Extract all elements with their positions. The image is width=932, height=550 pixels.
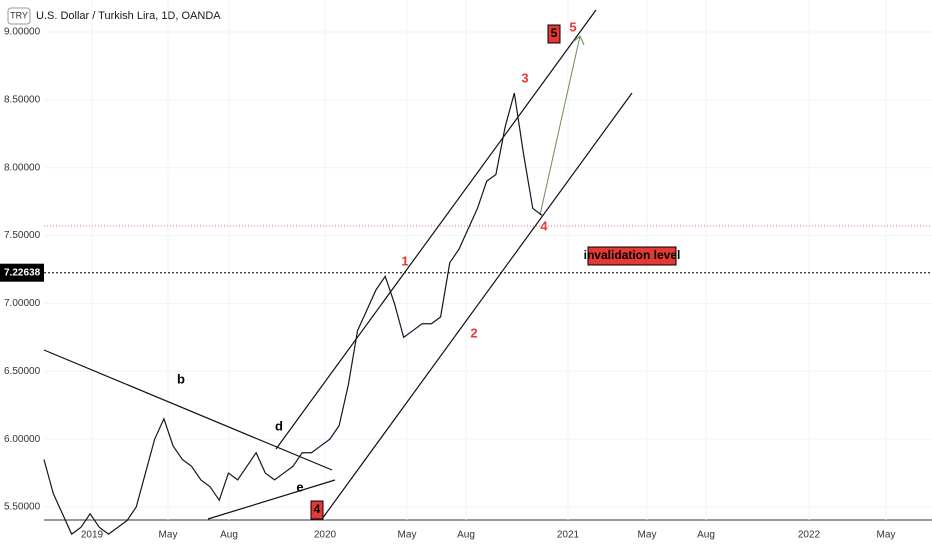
projection-arrow bbox=[539, 35, 585, 216]
annotation-box bbox=[587, 246, 677, 266]
symbol-badge bbox=[7, 7, 31, 25]
x-tick-label: Aug bbox=[457, 530, 475, 541]
last-price-label: 7.22638 bbox=[4, 267, 41, 278]
annotation: 4 bbox=[314, 502, 321, 516]
y-tick-label: 7.50000 bbox=[4, 230, 41, 241]
x-tick-label: Aug bbox=[697, 530, 715, 541]
x-tick-label: Aug bbox=[220, 530, 238, 541]
annotation: 5 bbox=[569, 19, 576, 34]
y-tick-label: 7.00000 bbox=[4, 298, 41, 309]
annotation: 2 bbox=[470, 325, 477, 340]
x-tick-label: 2022 bbox=[798, 530, 821, 541]
x-tick-label: May bbox=[638, 530, 657, 541]
price-line bbox=[43, 92, 543, 536]
chart-title: U.S. Dollar / Turkish Lira, 1D, OANDA bbox=[36, 10, 221, 22]
x-tick-label: 2019 bbox=[81, 530, 104, 541]
last-price-box bbox=[0, 263, 44, 282]
annotation: 4 bbox=[540, 218, 548, 233]
annotation: 5 bbox=[551, 26, 558, 40]
y-tick-label: 6.00000 bbox=[4, 434, 41, 445]
trend-line bbox=[275, 9, 597, 450]
annotation: 3 bbox=[521, 70, 528, 85]
y-tick-label: 5.50000 bbox=[4, 502, 41, 513]
annotation-box bbox=[310, 500, 324, 520]
annotation: b bbox=[177, 371, 185, 386]
y-tick-label: 8.50000 bbox=[4, 94, 41, 105]
trend-line bbox=[207, 479, 336, 520]
y-tick-label: 6.50000 bbox=[4, 366, 41, 377]
trend-line bbox=[321, 92, 633, 520]
x-tick-label: May bbox=[877, 530, 896, 541]
annotation: d bbox=[275, 418, 283, 433]
symbol: TRY bbox=[10, 10, 28, 20]
y-tick-label: 9.00000 bbox=[4, 27, 41, 38]
trend-line bbox=[43, 349, 333, 471]
x-tick-label: May bbox=[398, 530, 417, 541]
annotation: e bbox=[296, 479, 303, 494]
x-tick-label: 2021 bbox=[557, 530, 580, 541]
annotation: invalidation level bbox=[584, 248, 681, 262]
x-tick-label: May bbox=[159, 530, 178, 541]
x-tick-label: 2020 bbox=[314, 530, 337, 541]
annotation-box bbox=[547, 24, 561, 44]
y-tick-label: 8.00000 bbox=[4, 162, 41, 173]
annotation: 1 bbox=[401, 253, 408, 268]
